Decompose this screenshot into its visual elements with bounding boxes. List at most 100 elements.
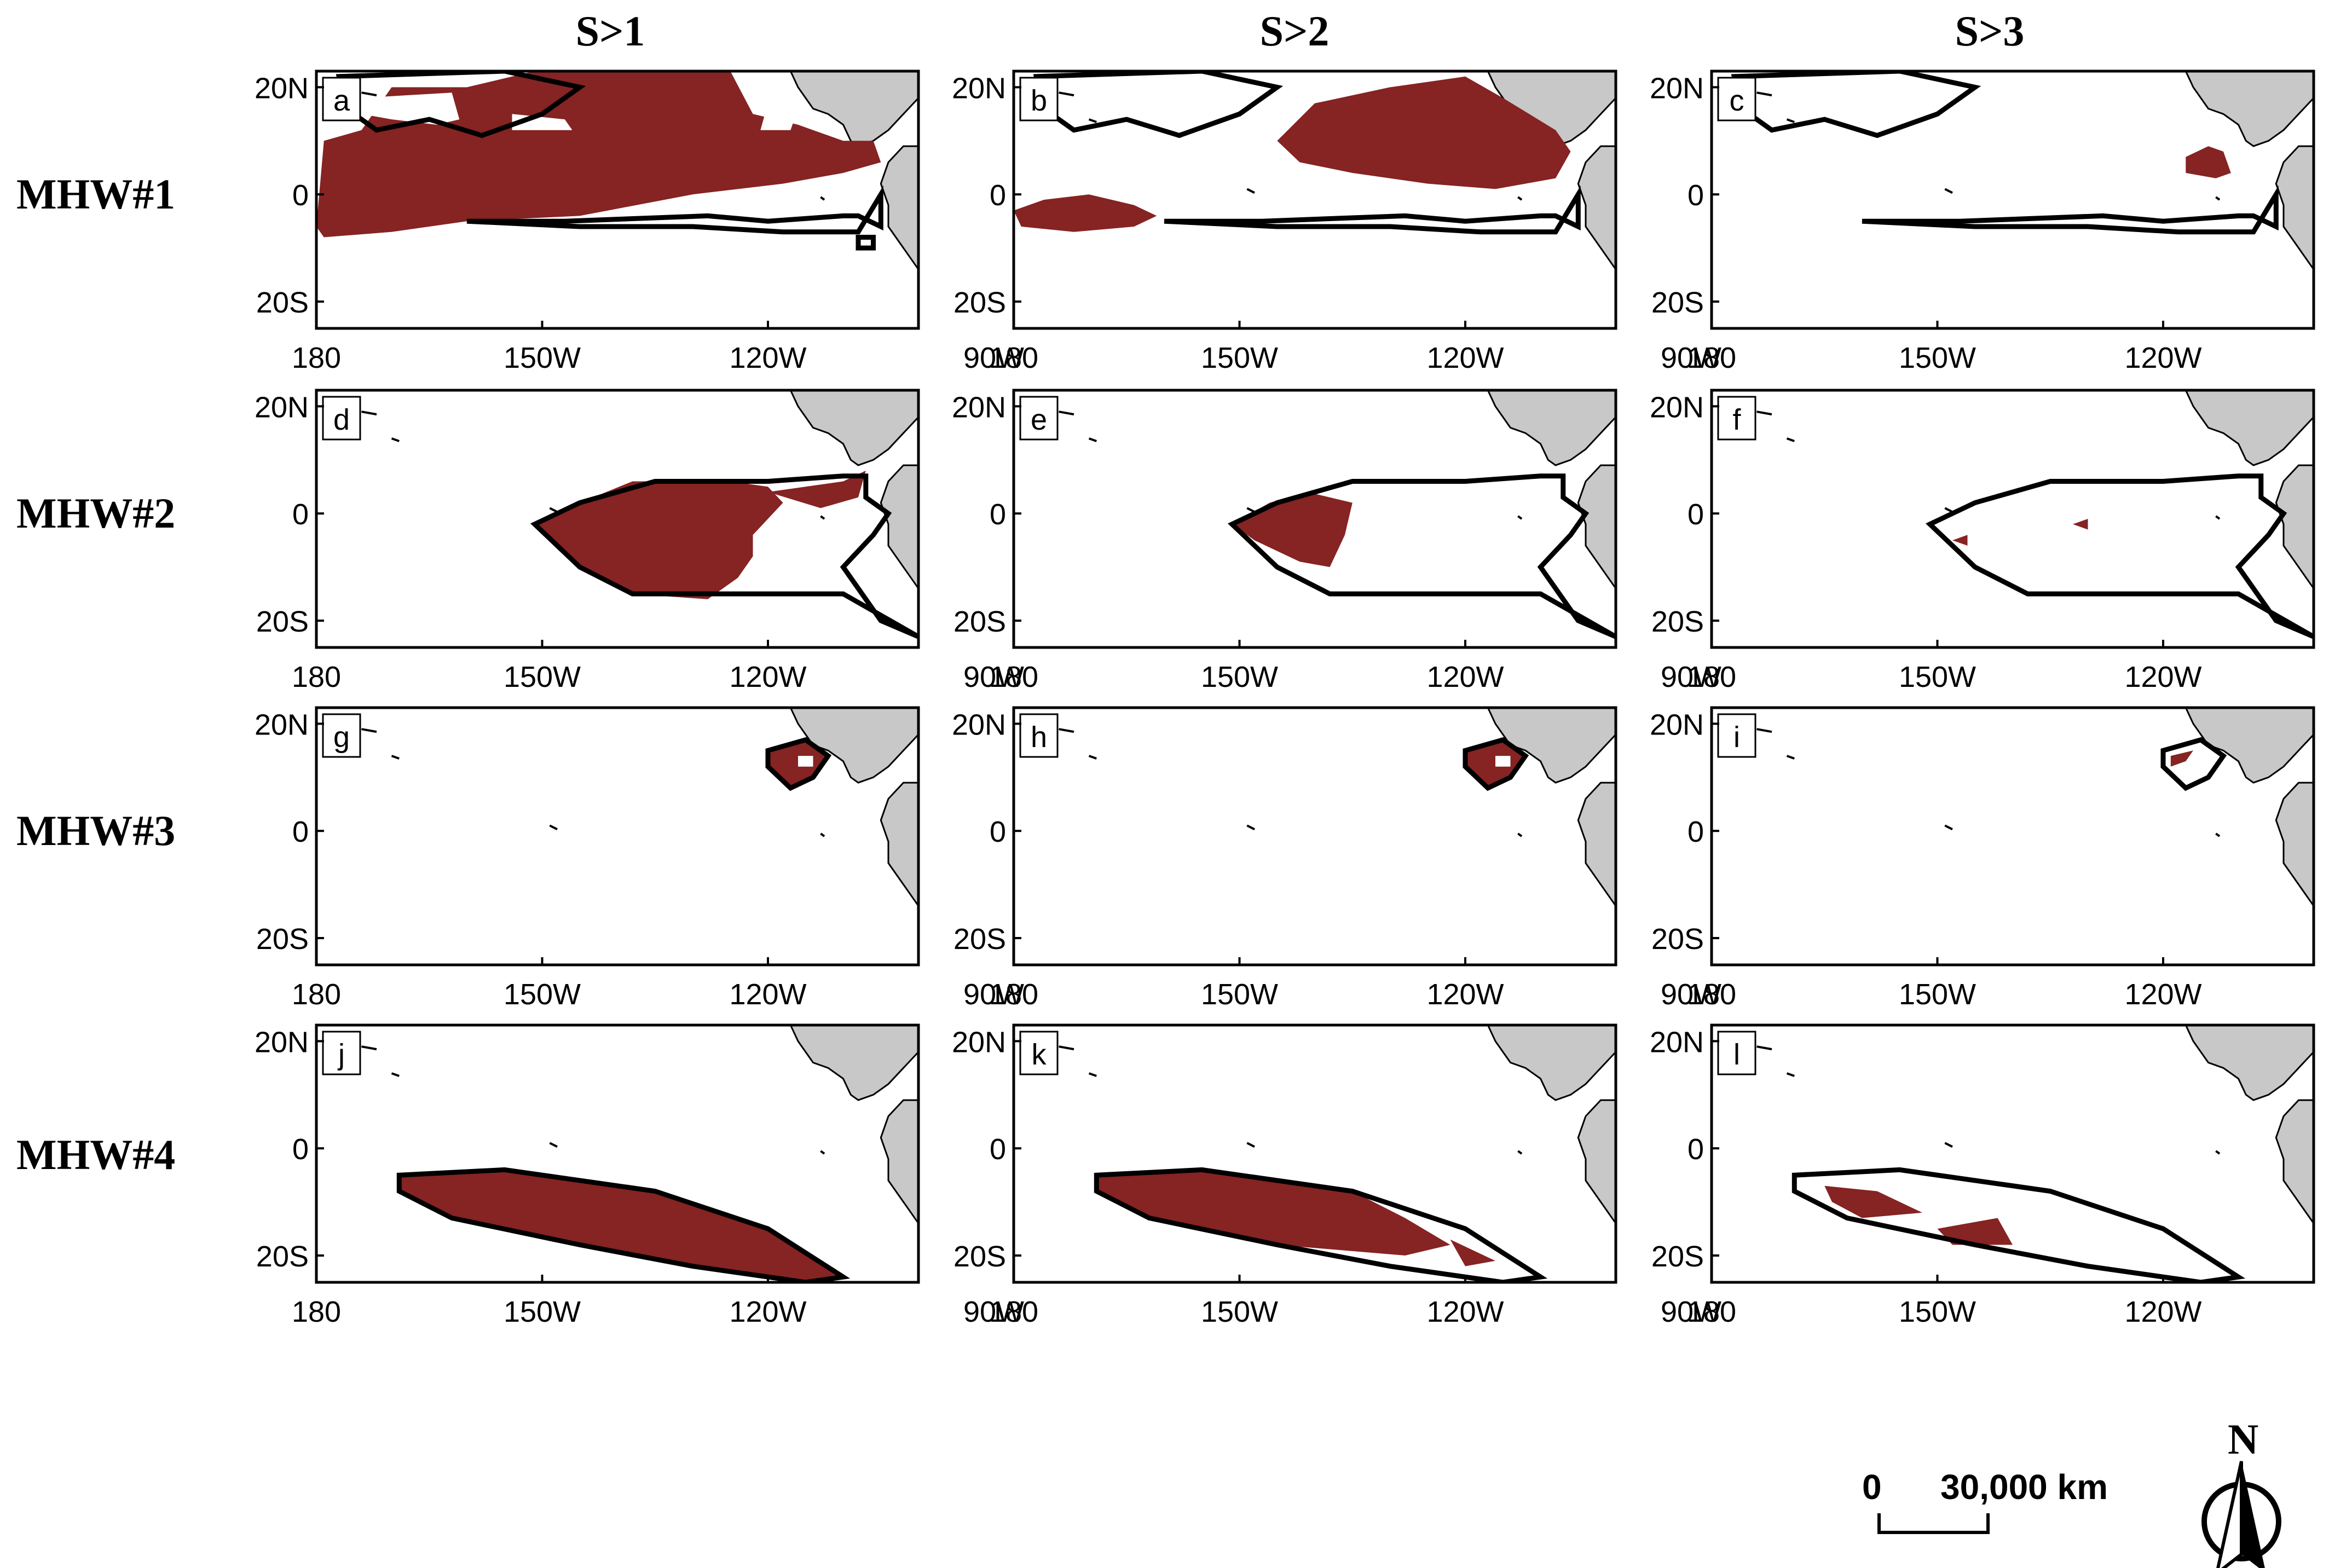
map-panel-j: j 20N 0 20S 180 150W 120W 90W (255, 1023, 1024, 1328)
x-tick-label: 180 (989, 978, 1038, 1011)
x-tick-label: 120W (1426, 342, 1504, 374)
x-tick-label: 90W (1661, 661, 1721, 693)
island-mark (1088, 1072, 1097, 1077)
island-mark (549, 824, 558, 831)
mhw-area (534, 481, 783, 599)
x-tick-label: 120W (1426, 978, 1504, 1011)
column-header-s2: S>2 (1259, 7, 1330, 55)
mhw-outline (2160, 737, 2227, 791)
island-mark (820, 515, 825, 520)
x-tick-label: 150W (1899, 342, 1976, 374)
land-south-america (1577, 145, 1616, 328)
x-tick-label: 150W (1899, 978, 1976, 1011)
panel-frame (1710, 1023, 2315, 1284)
panel-letter-box (322, 396, 361, 441)
land-central-america (1487, 390, 1616, 466)
map-panel-l: l 20N 0 20S 180 150W 120W 90W (1650, 1023, 2315, 1328)
island-mark (1756, 728, 1772, 733)
land-south-america (2275, 464, 2314, 647)
mhw-outline (1925, 473, 2314, 639)
y-tick-label: 20S (256, 605, 309, 638)
y-tick-label: 0 (1687, 498, 1704, 531)
y-tick-label: 20S (1651, 1240, 1704, 1273)
panel-frame (1012, 1023, 1617, 1284)
island-mark (1246, 188, 1255, 194)
row-header-mhw4: MHW#4 (16, 1131, 176, 1178)
land-central-america (1487, 1025, 1616, 1101)
panel-letter-l: l (1733, 1038, 1740, 1071)
land-south-america (1577, 782, 1616, 965)
land-south-america (2275, 145, 2314, 328)
island-mark (820, 196, 825, 201)
island-mark (2215, 196, 2221, 201)
mhw-area (1096, 1170, 1450, 1255)
x-tick-label: 120W (2124, 1295, 2201, 1328)
y-tick-label: 0 (292, 498, 309, 531)
x-tick-label: 150W (1899, 1295, 1976, 1328)
row-header-mhw3: MHW#3 (16, 807, 176, 854)
island-mark (1517, 515, 1523, 520)
island-mark (361, 1045, 377, 1051)
y-tick-label: 20N (1650, 708, 1704, 741)
land-central-america (789, 71, 918, 147)
x-tick-label: 120W (1426, 661, 1504, 693)
island-mark (391, 755, 400, 760)
land-central-america (789, 708, 918, 784)
island-mark (1517, 1150, 1523, 1155)
land-south-america (1577, 464, 1616, 647)
map-panel-i: i 20N 0 20S 180 150W 120W 90W (1650, 706, 2315, 1011)
panel-letter-box (1717, 396, 1756, 441)
island-mark (391, 437, 400, 442)
x-tick-label: 120W (2124, 342, 2201, 374)
island-mark (1944, 507, 1953, 513)
island-mark (549, 507, 558, 513)
panel-frame (1710, 70, 2315, 330)
island-mark (1088, 437, 1097, 442)
land-south-america (2275, 782, 2314, 965)
mhw-area (1952, 535, 1968, 546)
x-tick-label: 120W (729, 1295, 806, 1328)
mhw-gap (798, 756, 813, 767)
x-tick-label: 180 (1687, 661, 1736, 693)
x-tick-label: 150W (504, 978, 581, 1011)
panel-letter-k: k (1032, 1038, 1047, 1071)
panel-letter-f: f (1732, 403, 1741, 436)
land-central-america (2184, 390, 2314, 466)
panel-frame (315, 389, 920, 649)
mhw-outline (1164, 186, 1581, 235)
y-tick-label: 20S (256, 923, 309, 956)
x-tick-label: 120W (729, 661, 806, 693)
y-tick-label: 20S (1651, 286, 1704, 319)
island-mark (2215, 515, 2221, 520)
y-tick-label: 20N (255, 1026, 309, 1058)
x-tick-label: 120W (729, 342, 806, 374)
column-header-s3: S>3 (1955, 7, 2025, 55)
island-mark (1786, 437, 1795, 442)
y-tick-label: 0 (1687, 815, 1704, 848)
island-mark (2215, 832, 2221, 837)
island-mark (1944, 1142, 1953, 1148)
panel-frame (1012, 389, 1617, 649)
north-arrow-icon (2201, 1461, 2281, 1568)
land-central-america (2184, 71, 2314, 147)
panel-letter-box (322, 1031, 361, 1075)
map-panel-b: b 20N 0 20S 180 150W 120W 90W (952, 70, 1721, 374)
panel-letter-box (322, 713, 361, 758)
y-tick-label: 20N (1650, 391, 1704, 424)
island-mark (1786, 755, 1795, 760)
panel-letter-c: c (1730, 84, 1744, 117)
x-tick-label: 180 (292, 661, 341, 693)
mhw-outline (466, 186, 883, 235)
map-panel-f: f 20N 0 20S 180 150W 120W 90W (1650, 389, 2315, 693)
x-tick-label: 150W (504, 661, 581, 693)
x-tick-label: 90W (963, 342, 1024, 374)
map-panel-h: h 20N 0 20S 180 150W 120W 90W (952, 706, 1721, 1011)
mhw-area (2170, 750, 2193, 767)
panel-letter-b: b (1031, 84, 1047, 117)
y-tick-label: 20N (952, 1026, 1006, 1058)
panel-letter-box (1717, 713, 1756, 758)
mhw-area (2186, 146, 2231, 178)
island-mark (1246, 507, 1255, 513)
island-mark (1246, 1142, 1255, 1148)
